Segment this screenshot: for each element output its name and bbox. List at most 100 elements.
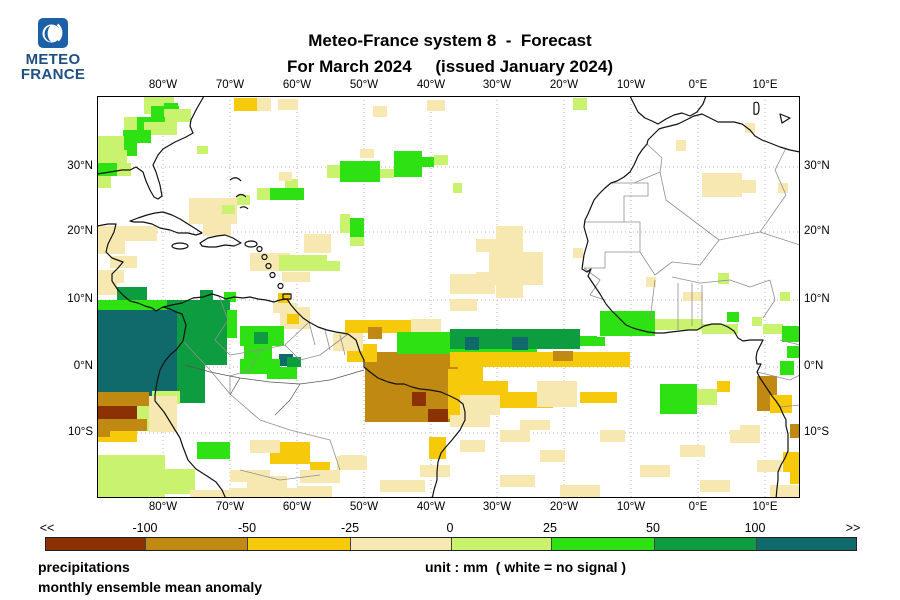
anomaly-cell-cream <box>745 123 755 133</box>
anomaly-cell-c2 <box>553 351 573 361</box>
anomaly-cell-lg <box>144 122 177 135</box>
anomaly-cell-cream <box>427 100 445 111</box>
anomaly-cell-cream <box>476 272 543 285</box>
anomaly-cell-gold <box>97 431 137 442</box>
anomaly-cell-cream <box>757 460 782 472</box>
anomaly-cell-lg <box>327 165 340 178</box>
anomaly-cell-bg <box>422 157 434 167</box>
lon-label-top: 70°W <box>215 79 245 91</box>
anomaly-cell-gold <box>345 320 411 333</box>
anomaly-cell-cream <box>676 140 686 151</box>
anomaly-cell-lg <box>763 324 783 334</box>
anomaly-cell-lg <box>697 389 717 405</box>
anomaly-cell-cream <box>770 485 800 498</box>
anomaly-cell-lg <box>453 183 462 193</box>
anomaly-cell-cream <box>450 415 490 427</box>
river-line <box>229 377 301 416</box>
anomaly-cell-cream <box>640 465 670 477</box>
coastline <box>753 101 760 115</box>
anomaly-cell-bg <box>270 188 304 200</box>
anomaly-cell-cream <box>250 440 280 453</box>
anomaly-cell-cream <box>450 299 477 311</box>
lon-label-top: 40°W <box>416 79 446 91</box>
anomaly-cell-lg <box>350 237 364 246</box>
anomaly-cell-lg <box>237 195 250 205</box>
country-border <box>671 276 771 288</box>
anomaly-cell-cream <box>411 319 441 332</box>
planet-swirl-icon <box>42 23 63 43</box>
coastline <box>581 113 800 498</box>
lat-label-left: 0°N <box>73 360 93 372</box>
country-border <box>584 182 649 223</box>
anomaly-cell-brown <box>97 406 137 419</box>
meteo-france-logo-icon <box>38 18 68 48</box>
anomaly-cell-lg <box>165 469 195 494</box>
anomaly-cell-lg <box>340 214 350 233</box>
country-border <box>584 221 641 269</box>
anomaly-cell-cream <box>573 248 583 258</box>
country-border <box>633 143 663 184</box>
anomaly-cell-teal <box>97 310 177 405</box>
country-border <box>762 279 776 319</box>
coastline <box>97 96 205 200</box>
river-line <box>184 364 365 385</box>
anomaly-cell-cream <box>380 480 425 492</box>
anomaly-cell-lg <box>780 292 790 301</box>
coastline <box>244 240 258 248</box>
anomaly-cell-cream <box>278 99 298 110</box>
anomaly-cell-teal <box>465 337 479 350</box>
anomaly-cell-gold <box>429 437 446 459</box>
anomaly-cell-c2 <box>97 430 110 437</box>
anomaly-cell-lg <box>97 136 124 150</box>
logo-text-france: FRANCE <box>20 66 86 83</box>
lon-label-top: 0°E <box>688 79 708 91</box>
anomaly-cell-cream <box>203 224 231 236</box>
anomaly-cell-brown <box>412 392 426 406</box>
coastline <box>229 177 249 210</box>
lat-label-left: 10°S <box>67 426 93 438</box>
colorbar-tick-label: -100 <box>132 521 158 535</box>
lon-label-bottom: 70°W <box>215 501 245 513</box>
anomaly-cell-cream <box>190 490 250 498</box>
lon-label-top: 10°W <box>616 79 646 91</box>
colorbar-segment-1 <box>46 538 147 550</box>
anomaly-cell-cream <box>97 270 124 283</box>
coastline <box>162 293 466 498</box>
country-border <box>308 321 346 356</box>
anomaly-cell-cream <box>683 292 703 301</box>
anomaly-cell-cream <box>460 440 485 452</box>
anomaly-cell-lg <box>279 255 327 271</box>
anomaly-cell-cream <box>257 98 271 111</box>
lon-label-bottom: 80°W <box>148 501 178 513</box>
anomaly-cell-cream <box>496 285 523 298</box>
anomaly-cell-mg <box>287 357 301 367</box>
meteo-france-logo: METEO FRANCE <box>18 8 88 82</box>
anomaly-cell-gold <box>468 381 508 395</box>
lat-label-left: 30°N <box>67 160 93 172</box>
page-title: Meteo-France system 8 - Forecast For Mar… <box>0 28 900 80</box>
anomaly-cell-gold <box>783 452 800 472</box>
colorbar-segment-5 <box>451 538 552 550</box>
anomaly-cell-cream <box>279 172 292 181</box>
anomaly-cell-bg <box>340 161 380 182</box>
colorbar-tick-label: -25 <box>340 521 360 535</box>
anomaly-cell-cream <box>702 173 742 197</box>
country-border <box>214 295 231 356</box>
anomaly-cell-lg <box>718 273 729 284</box>
coastline <box>282 293 292 300</box>
lon-label-top: 60°W <box>282 79 312 91</box>
anomaly-cell-cream <box>600 430 625 442</box>
anomaly-cell-cream <box>300 470 340 483</box>
anomaly-cell-bg <box>224 292 236 302</box>
lon-label-bottom: 60°W <box>282 501 312 513</box>
map-frame <box>97 96 800 498</box>
anomaly-cell-cream <box>340 455 365 467</box>
lat-label-left: 20°N <box>67 225 93 237</box>
anomaly-cell-cream <box>496 226 523 239</box>
anomaly-cell-cream <box>730 430 760 443</box>
ocean-background <box>97 96 800 498</box>
anomaly-cell-bg <box>782 326 800 342</box>
coastline <box>199 234 242 248</box>
statistic-label: monthly ensemble mean anomaly <box>38 579 263 595</box>
colorbar-tick-label: 25 <box>543 521 557 535</box>
